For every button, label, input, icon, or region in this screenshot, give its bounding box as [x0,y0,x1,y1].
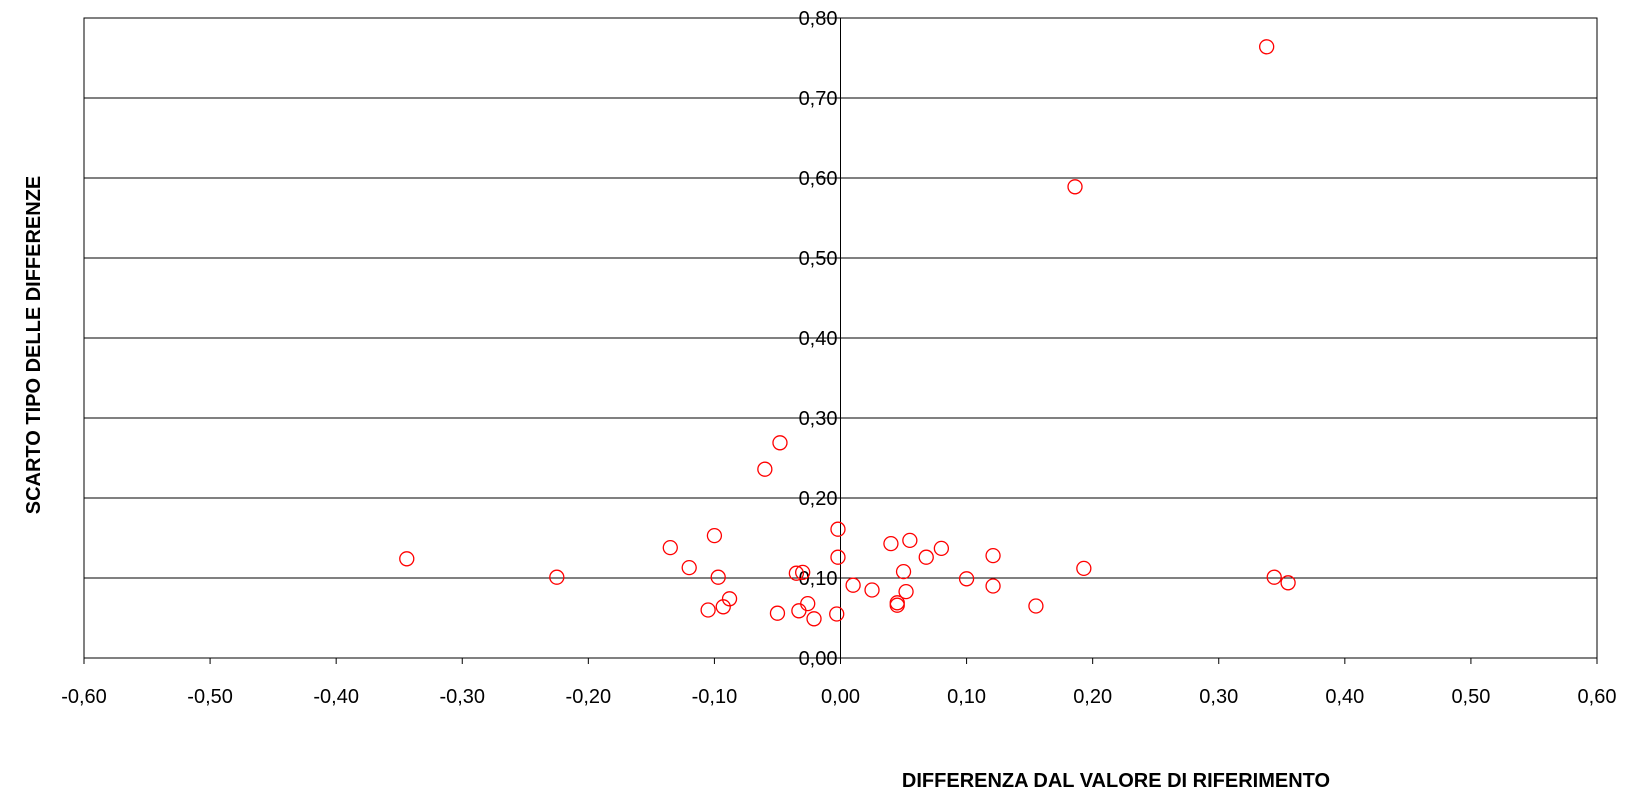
y-tick-label: 0,40 [799,328,838,350]
data-point [1067,179,1083,195]
data-point [399,551,415,567]
x-tick-label: 0,20 [1073,686,1112,708]
x-tick-label: -0,10 [692,686,738,708]
data-point [902,532,918,549]
x-tick-label: -0,30 [439,686,485,708]
x-tick-label: 0,50 [1451,686,1490,708]
y-tick-label: 0,50 [799,248,838,270]
data-point [933,540,950,557]
x-tick-label: 0,40 [1325,686,1364,708]
data-point [895,563,912,580]
data-point [1280,575,1296,591]
data-point [1266,569,1282,585]
data-point [985,547,1001,564]
x-axis: -0,60 -0,50 -0,40 -0,30 -0,20 -0,10 0,00 0,10 0,… [61,657,1617,708]
data-point [721,591,738,607]
data-point [864,582,880,598]
data-point [958,571,975,587]
data-point [772,435,788,451]
x-tick-label: 0,10 [947,686,986,708]
data-point [769,605,786,621]
data-point [549,569,565,585]
data-point [830,521,846,537]
y-tick-label: 0,10 [799,568,838,590]
data-point [700,602,716,618]
y-tick-label: 0,00 [799,648,838,670]
x-tick-label: -0,50 [187,686,233,708]
data-point [757,461,773,477]
data-point [662,539,678,556]
data-point [1028,598,1044,614]
data-point [1259,39,1275,55]
y-tick-label: 0,70 [799,88,838,110]
data-point [985,578,1001,594]
y-axis: 0,00 0,10 0,20 0,30 0,40 0,50 0,60 0,70 0,80 [799,8,841,670]
data-point [845,577,861,593]
x-tick-label: 0,30 [1199,686,1238,708]
x-tick-label: 0,00 [821,686,860,708]
x-tick-label: -0,60 [61,686,107,708]
data-point [898,583,914,600]
data-point [681,559,697,576]
data-point [788,565,805,581]
y-tick-label: 0,20 [799,488,838,510]
data-point [710,569,726,585]
data-point [829,606,845,622]
x-tick-label: -0,20 [566,686,612,708]
x-tick-label: -0,40 [313,686,359,708]
data-point [883,535,899,552]
x-tick-label: 0,60 [1578,686,1617,708]
data-point [830,549,846,565]
data-point [806,611,822,627]
data-point [800,595,816,612]
x-axis-title: DIFFERENZA DAL VALORE DI RIFERIMENTO [902,770,1330,792]
data-point [795,564,811,581]
data-points [399,39,1296,627]
data-point [889,597,905,613]
data-point [706,527,723,544]
data-point [1076,560,1092,577]
y-axis-title: SCARTO TIPO DELLE DIFFERENZE [23,176,45,515]
y-tick-label: 0,30 [799,408,838,430]
data-point [918,549,934,565]
y-tick-label: 0,60 [799,168,838,190]
y-tick-label: 0,80 [799,8,838,30]
